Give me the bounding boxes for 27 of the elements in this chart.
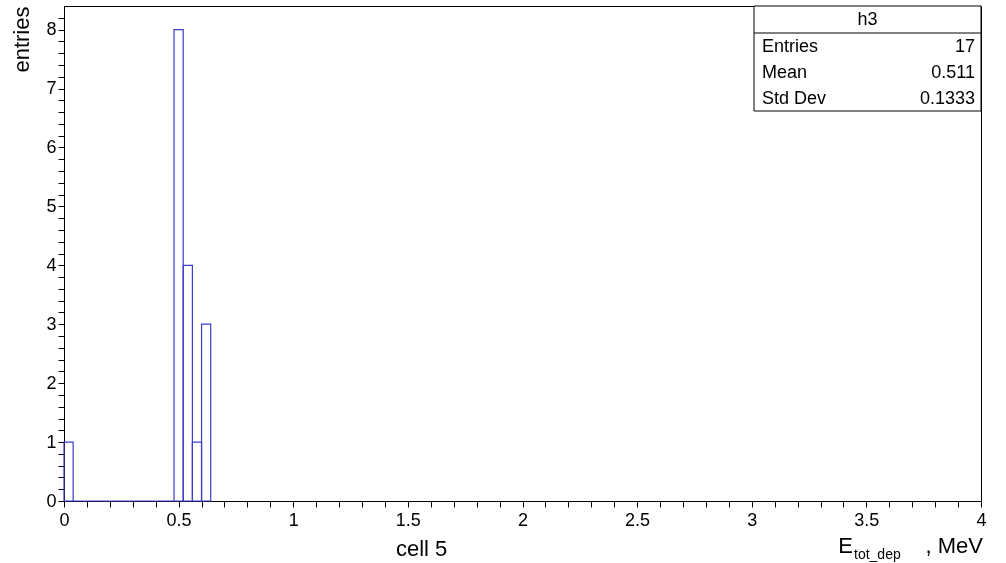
y-axis-title: entries bbox=[9, 6, 35, 73]
x-tick-label: 3.5 bbox=[854, 509, 880, 530]
x-tick-label: 2.5 bbox=[625, 509, 651, 530]
x-tick-label: 4 bbox=[976, 509, 987, 530]
x-tick-label: 1.5 bbox=[395, 509, 421, 530]
x-tick-label: 0 bbox=[59, 509, 70, 530]
y-tick-label: 1 bbox=[46, 431, 57, 452]
chart-title: h3 bbox=[857, 9, 878, 29]
annotation: 17 bbox=[954, 36, 975, 56]
x-tick-label: 0.5 bbox=[166, 509, 192, 530]
annotation: Std Dev bbox=[762, 88, 827, 108]
y-tick-label: 8 bbox=[46, 19, 57, 40]
annotation: 0.1333 bbox=[919, 88, 975, 108]
y-tick-label: 0 bbox=[46, 490, 57, 511]
annotation: 0.511 bbox=[931, 62, 975, 82]
y-tick-label: 3 bbox=[46, 313, 57, 334]
x-tick-label: 1 bbox=[288, 509, 299, 530]
annotation: Mean bbox=[762, 62, 808, 82]
text: cell 5 bbox=[395, 536, 448, 561]
annotation: Entries bbox=[762, 36, 819, 56]
y-tick-label: 4 bbox=[46, 254, 57, 275]
y-tick-label: 6 bbox=[46, 136, 57, 157]
y-tick-label: 5 bbox=[46, 195, 57, 216]
x-tick-label: 3 bbox=[747, 509, 758, 530]
y-tick-label: 2 bbox=[46, 372, 57, 393]
x-tick-label: 2 bbox=[517, 509, 529, 530]
y-tick-label: 7 bbox=[46, 78, 57, 98]
